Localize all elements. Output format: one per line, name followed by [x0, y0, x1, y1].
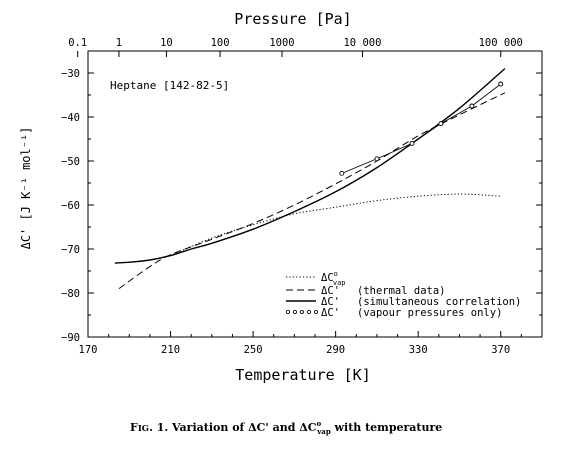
legend-dc-prime: ΔC' — [321, 296, 340, 308]
vapour-pressure-point — [409, 140, 415, 146]
legend-label-dashed: ΔC' (thermal data) — [321, 285, 446, 297]
y-tick-label: −90 — [61, 332, 80, 344]
legend-dc-prime: ΔC' — [321, 285, 340, 297]
legend-desc: (simultaneous correlation) — [357, 296, 521, 308]
caption-text: . 1. Variation of ΔC' and ΔC — [149, 421, 317, 434]
top-tick-label: 1 — [116, 37, 122, 49]
x-tick-label: 370 — [491, 344, 510, 356]
legend-label-circles: ΔC' (vapour pressures only) — [321, 307, 502, 319]
top-tick-label: 10 — [160, 37, 173, 49]
y-axis-title: ΔC' [J K⁻¹ mol⁻¹] — [19, 127, 33, 250]
legend-subscript: vap — [333, 279, 346, 287]
legend: ΔCo vap ΔC' (thermal data) ΔC' (simultaneou… — [285, 270, 521, 319]
caption-text-end: with temperature — [331, 421, 443, 434]
caption-small-caps: IG — [138, 424, 149, 434]
vapour-pressure-point — [438, 121, 444, 127]
top-tick-label: 100 000 — [479, 37, 523, 49]
figure-caption: FIG. 1. Variation of ΔC' and ΔCo vap with… — [130, 419, 442, 436]
x-tick-label: 170 — [79, 344, 98, 356]
series-line-dotted — [170, 193, 501, 257]
top-tick-label: 100 — [211, 37, 230, 49]
vapour-pressure-point — [374, 156, 380, 162]
series-line-solid — [114, 68, 506, 264]
y-tick-label: −50 — [61, 156, 80, 168]
top-tick-label: 0.1 — [68, 37, 87, 49]
legend-superscript: o — [334, 270, 338, 278]
y-tick-label: −30 — [61, 68, 80, 80]
series-line-dashed — [118, 92, 506, 290]
y-tick-label: −40 — [61, 112, 80, 124]
x-tick-label: 250 — [244, 344, 263, 356]
x-tick-label: 290 — [326, 344, 345, 356]
vapour-pressure-point — [339, 170, 345, 176]
y-tick-label: −60 — [61, 200, 80, 212]
plot-area-frame — [87, 50, 543, 338]
caption-superscript: o — [317, 419, 322, 428]
legend-label-solid: ΔC' (simultaneous correlation) — [321, 296, 521, 308]
x-tick-label: 210 — [161, 344, 180, 356]
legend-desc: (thermal data) — [357, 285, 446, 297]
top-tick-label: 1000 — [269, 37, 294, 49]
top-tick-label: 10 000 — [343, 37, 381, 49]
legend-desc: (vapour pressures only) — [357, 307, 502, 319]
vapour-pressure-point — [469, 103, 475, 109]
x-tick-label: 330 — [409, 344, 428, 356]
legend-dc-symbol: ΔC — [321, 272, 334, 284]
vapour-pressure-point — [498, 81, 504, 87]
vapour-pressure-connector — [341, 83, 501, 174]
axis-ticks: 170 210 250 290 330 370 −90 −80 −70 −60 −50 −40 −30 0… — [61, 37, 543, 356]
y-tick-label: −80 — [61, 288, 80, 300]
legend-dc-prime: ΔC' — [321, 307, 340, 319]
caption-subscript: vap — [316, 427, 331, 436]
legend-symbol-circles — [285, 309, 318, 314]
top-axis-title: Pressure [Pa] — [234, 10, 351, 28]
caption-lead: F — [130, 421, 138, 434]
compound-annotation: Heptane [142-82-5] — [110, 79, 229, 92]
data-series — [114, 68, 506, 290]
x-axis-title: Temperature [K] — [235, 366, 370, 384]
y-tick-label: −70 — [61, 244, 80, 256]
legend-label-dotted: ΔCo vap — [321, 270, 346, 287]
